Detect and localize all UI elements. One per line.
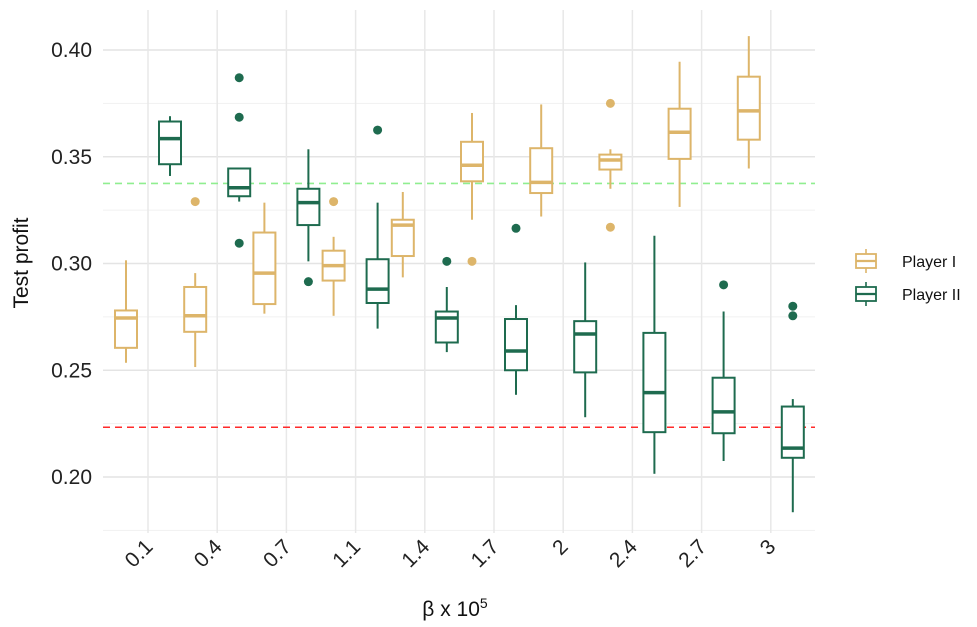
box-player-ii-1.7 [504,223,528,395]
box-body [711,376,736,435]
outlier-point [442,256,452,266]
y-tick-label: 0.35 [51,146,92,169]
outlier-point [467,256,477,266]
legend-label: Player II [902,287,961,304]
y-tick-label: 0.40 [51,39,92,62]
x-tick-label: 1.7 [467,535,504,572]
box-body [642,331,667,434]
box-player-ii-2 [573,262,598,418]
reference-lines [103,182,815,429]
box-player-i-2.7 [667,61,692,207]
outlier-point [788,311,798,321]
box-body [183,285,208,333]
box-player-i-1.4 [390,191,415,278]
box-player-ii-3 [780,301,805,513]
outlier-point [329,197,339,207]
y-axis-title: Test profit [10,217,33,308]
y-tick-label: 0.20 [51,466,92,489]
x-tick-label: 0.4 [190,535,227,572]
outlier-point [605,222,615,232]
outlier-point [190,197,200,207]
outlier-point [234,112,244,122]
grid [103,10,815,533]
outlier-point [373,125,383,135]
x-tick-label: 0.1 [121,535,158,572]
box-player-ii-1.1 [365,125,390,329]
box-body [780,405,805,459]
outlier-point [303,277,313,287]
box-body [114,309,138,349]
box-body [227,167,252,198]
box-body [460,140,484,183]
x-axis-title: β x 105 [422,595,488,621]
box-body [504,318,528,372]
outlier-point [511,223,521,233]
box-body [252,231,277,306]
box-body [529,147,554,195]
x-tick-labels: 0.1 0.4 0.7 1.1 1.4 1.7 2 2.4 2.7 3 [121,535,781,572]
outlier-point [605,98,615,108]
box-body [573,320,598,374]
outlier-point [234,73,244,83]
box-player-i-1.7 [460,112,484,266]
box-player-ii-2.7 [711,280,736,461]
box-player-i-0.4 [183,197,208,368]
box-player-ii-0.4 [227,73,252,248]
x-tick-label: 0.7 [259,535,296,572]
outlier-point [719,280,729,290]
box-player-ii-2.4 [642,235,667,474]
x-tick-label: 1.1 [328,535,365,572]
x-tick-label: 2 [548,535,573,560]
boxplots [114,36,805,513]
box-player-i-0.7 [252,202,277,314]
box-body [434,310,459,344]
legend-item-player-i: Player I [855,249,956,273]
legend-item-player-ii: Player II [855,282,961,306]
x-tick-label: 3 [756,535,781,560]
legend-label: Player I [902,254,956,271]
outlier-point [234,238,244,248]
outlier-point [788,301,798,311]
legend: Player I Player II [855,249,961,306]
x-axis-title-base: β x 10 [422,598,480,621]
box-player-i-2 [529,104,554,217]
box-player-i-2.4 [598,98,623,232]
y-tick-labels: 0.20 0.25 0.30 0.35 0.40 [51,39,92,489]
x-tick-label: 2.4 [605,535,642,572]
x-tick-label: 1.4 [397,535,434,572]
box-body [158,120,182,166]
box-body [598,153,623,171]
box-player-i-3 [736,36,761,169]
box-player-ii-0.7 [296,149,321,287]
box-body [390,218,415,258]
x-tick-label: 2.7 [674,535,711,572]
box-player-ii-1.4 [434,256,459,353]
y-tick-label: 0.25 [51,359,92,382]
box-body [736,75,761,141]
box-player-ii-0.1 [158,116,182,176]
box-player-i-0.1 [114,260,138,363]
box-body [365,258,390,304]
box-body [296,187,321,227]
x-axis-title-exponent: 5 [480,595,488,611]
box-player-i-1.1 [321,197,346,316]
y-tick-label: 0.30 [51,253,92,276]
